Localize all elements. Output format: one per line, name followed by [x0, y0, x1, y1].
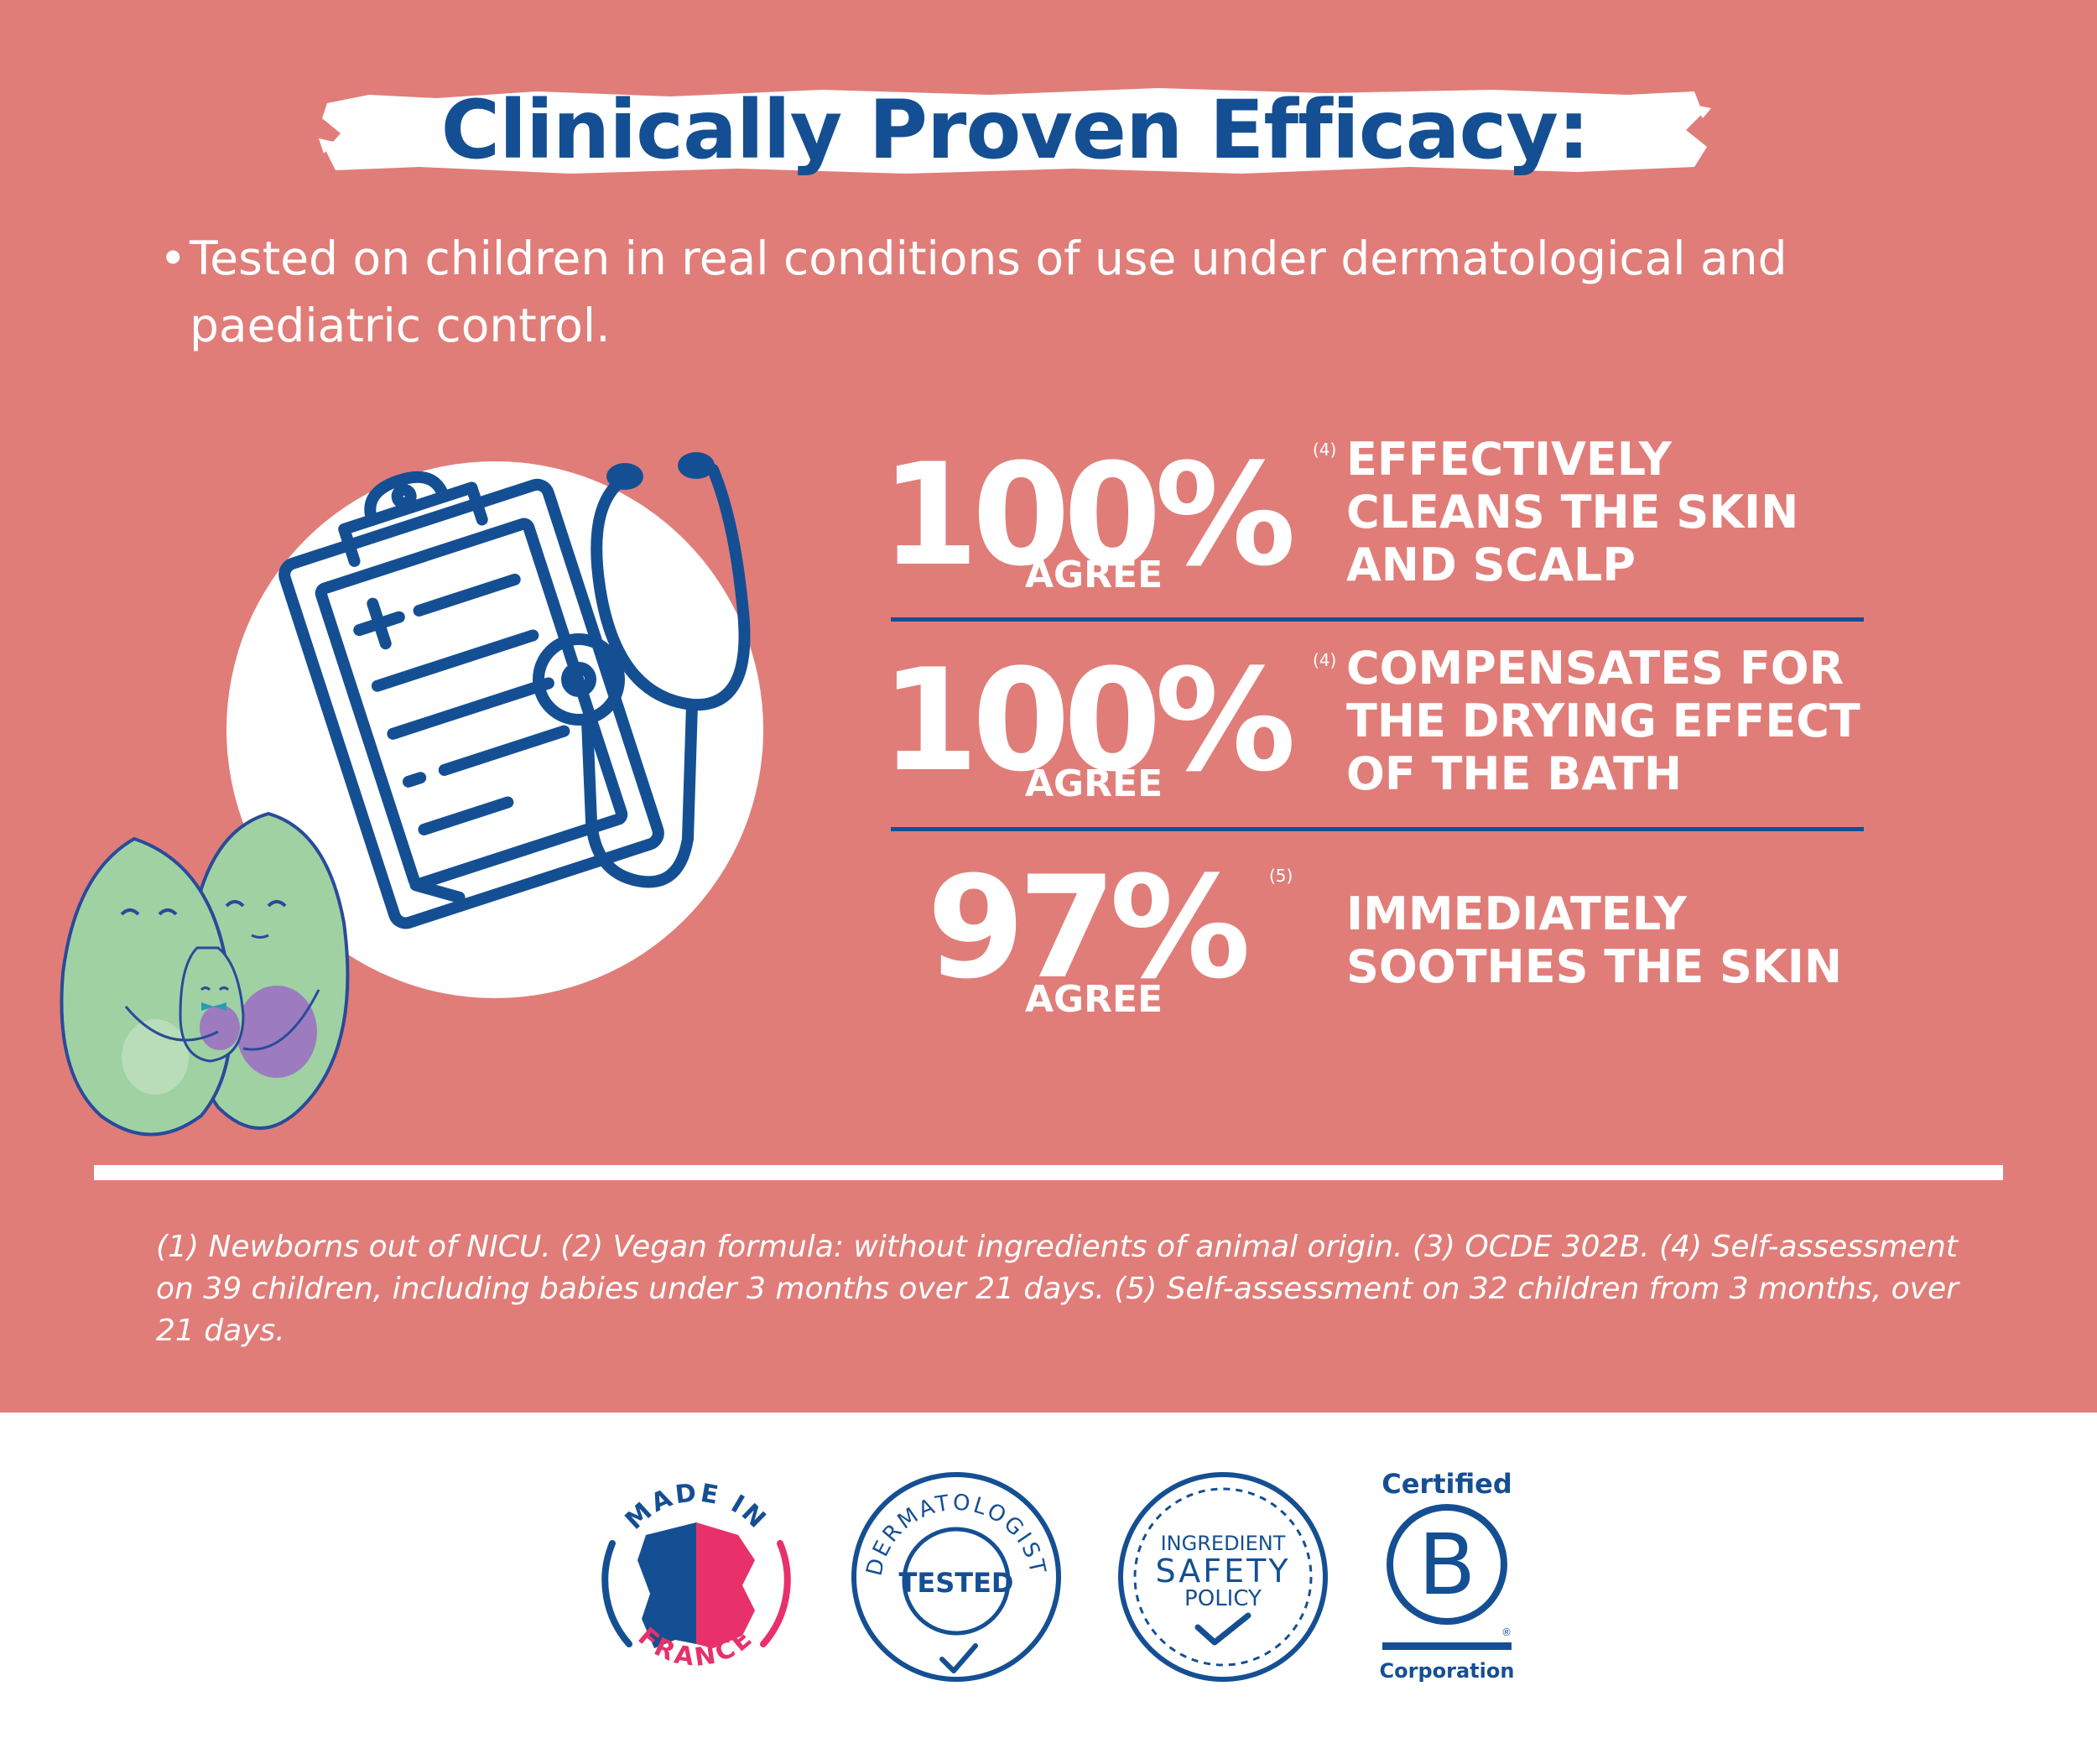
- stat-divider-2: [891, 827, 1864, 831]
- stat-1-footnote-ref: (4): [1313, 440, 1337, 460]
- intro-bullet-point: • Tested on children in real conditions …: [159, 225, 2005, 359]
- badge-tested-text: TESTED: [899, 1567, 1014, 1599]
- badge-ingredient-text: INGREDIENT: [1161, 1532, 1286, 1555]
- stat-3-claim: IMMEDIATELY SOOTHES THE SKIN: [1346, 887, 1843, 993]
- stat-3-label: AGREE: [1025, 978, 1163, 1021]
- stat-1-claim: EFFECTIVELY CLEANS THE SKIN AND SCALP: [1346, 433, 1799, 591]
- intro-text: Tested on children in real conditions of…: [190, 232, 1787, 352]
- checkmark-icon: [939, 1643, 978, 1673]
- made-in-france-badge: MADE IN FRANCE: [601, 1478, 791, 1673]
- b-corp-badge: Certified B ® Corporation: [1380, 1468, 1515, 1683]
- badge-policy-text: POLICY: [1184, 1586, 1262, 1611]
- badge-safety-text: SAFETY: [1155, 1553, 1290, 1590]
- brush-stroke: [319, 88, 1711, 174]
- stat-1-label: AGREE: [1025, 554, 1163, 596]
- section-divider: [94, 1165, 2003, 1180]
- title-banner: Clinically Proven Efficacy:: [319, 80, 1711, 180]
- dermatologist-tested-badge: DERMATOLOGIST TESTED: [851, 1472, 1061, 1682]
- ingredient-safety-badge: INGREDIENT SAFETY POLICY: [1118, 1472, 1328, 1682]
- bcorp-certified-text: Certified: [1382, 1468, 1512, 1500]
- page-title: Clinically Proven Efficacy:: [440, 83, 1590, 177]
- stat-2-value: 100%: [881, 638, 1296, 803]
- stethoscope-icon: [533, 464, 751, 888]
- stethoscope-earpiece-right: [678, 452, 715, 479]
- stat-divider-1: [891, 617, 1864, 622]
- stat-2-footnote-ref: (4): [1313, 650, 1337, 670]
- stat-2-claim: COMPENSATES FOR THE DRYING EFFECT OF THE…: [1346, 642, 1860, 800]
- bcorp-letter: B: [1418, 1516, 1476, 1614]
- stat-1-value: 100%: [881, 433, 1296, 597]
- stat-2-label: AGREE: [1025, 762, 1163, 805]
- stat-3-footnote-ref: (5): [1269, 866, 1293, 886]
- avocado-family-illustration: [60, 811, 350, 1137]
- bcorp-corporation-text: Corporation: [1380, 1659, 1515, 1683]
- badge-dermatologist-text: DERMATOLOGIST: [861, 1490, 1048, 1578]
- clinical-illustration: [60, 452, 763, 1137]
- bullet-marker: •: [159, 232, 187, 285]
- svg-text:DERMATOLOGIST: DERMATOLOGIST: [861, 1490, 1050, 1578]
- bcorp-registered-mark: ®: [1501, 1626, 1512, 1638]
- stat-3-value: 97%: [927, 846, 1251, 1010]
- checkmark-icon: [1194, 1612, 1251, 1646]
- white-circle: [226, 461, 763, 998]
- footnotes: (1) Newborns out of NICU. (2) Vegan form…: [156, 1230, 1959, 1348]
- stethoscope-earpiece-left: [606, 463, 643, 490]
